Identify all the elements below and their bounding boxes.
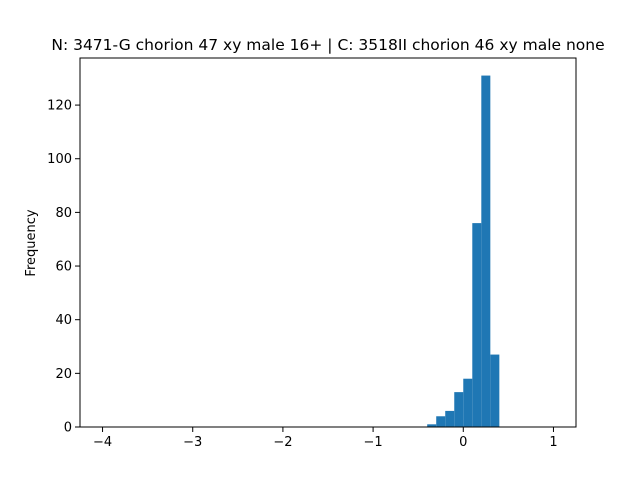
histogram-bar: [436, 416, 446, 427]
y-tick-label: 20: [55, 367, 72, 382]
chart-title: N: 3471-G chorion 47 xy male 16+ | C: 35…: [51, 36, 604, 54]
histogram-bar: [490, 354, 500, 427]
y-axis-title: Frequency: [24, 209, 39, 276]
histogram-bar: [463, 378, 473, 427]
histogram-bar: [472, 223, 482, 427]
histogram-bar: [445, 410, 455, 427]
histogram-bar: [454, 392, 464, 427]
histogram-bars: [427, 75, 500, 428]
y-tick-label: 120: [47, 99, 72, 114]
y-tick-label: 100: [47, 152, 72, 167]
plot-frame: [79, 57, 577, 428]
histogram-bar: [427, 424, 437, 427]
x-tick-label: −2: [273, 435, 292, 450]
x-tick-label: −4: [93, 435, 112, 450]
y-tick-label: 80: [55, 206, 72, 221]
x-tick-label: −1: [364, 435, 383, 450]
x-axis: −4 −3 −2 −1 0 1: [93, 427, 558, 450]
x-tick-label: 1: [549, 435, 557, 450]
y-axis: 0 20 40 60 80 100 120: [47, 99, 80, 436]
histogram-bar: [481, 75, 491, 428]
x-tick-label: 0: [459, 435, 467, 450]
x-tick-label: −3: [183, 435, 202, 450]
y-tick-label: 60: [55, 260, 72, 275]
y-tick-label: 40: [55, 313, 72, 328]
y-tick-label: 0: [64, 421, 72, 436]
